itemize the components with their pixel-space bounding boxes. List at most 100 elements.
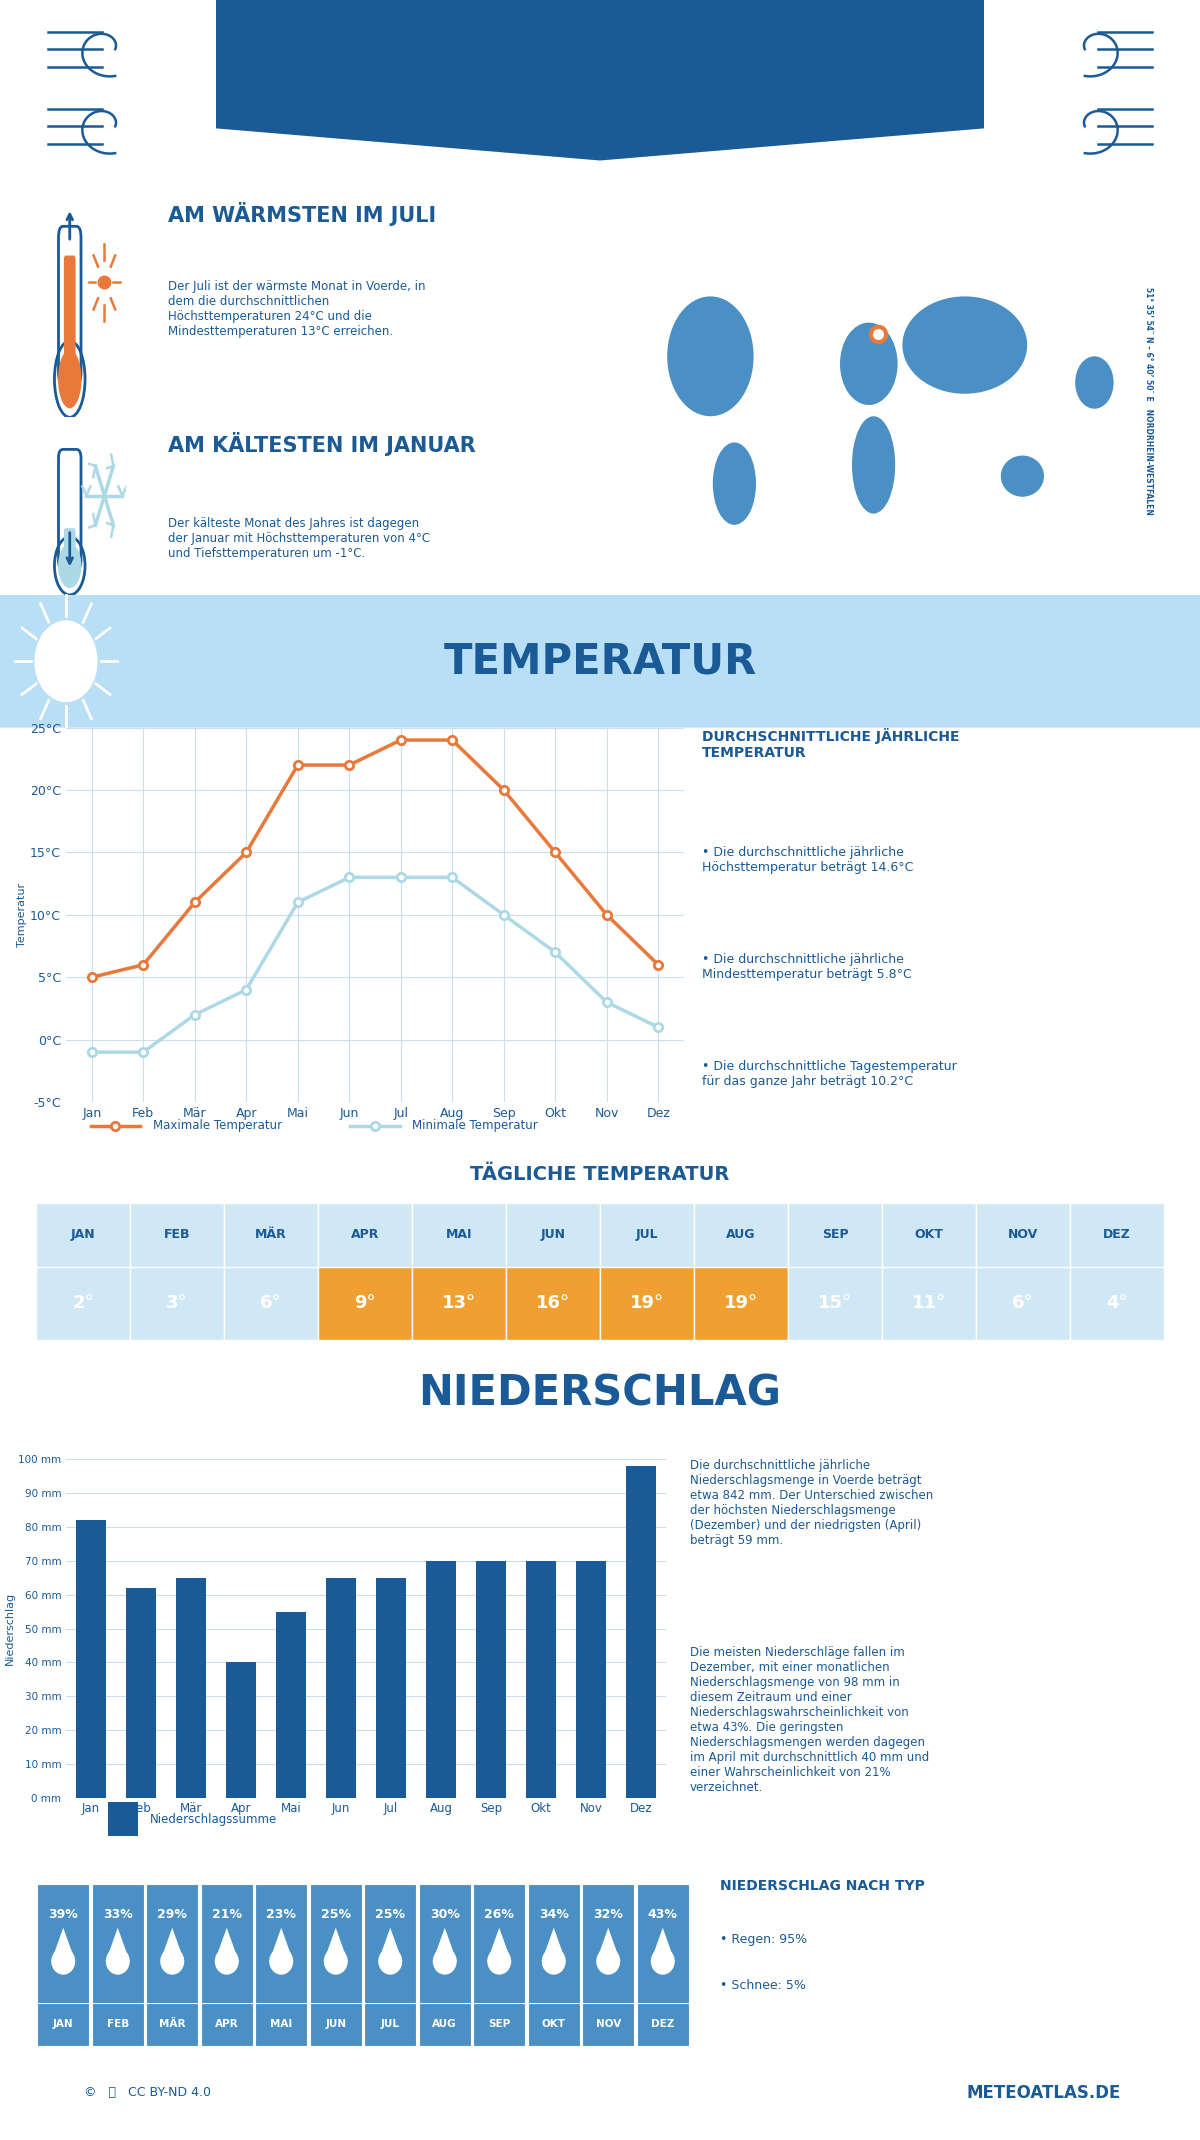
Text: DEZ: DEZ xyxy=(1103,1228,1130,1241)
Bar xyxy=(130,1203,224,1267)
Polygon shape xyxy=(541,1928,565,1960)
Bar xyxy=(788,1203,882,1267)
Text: • Regen: 95%: • Regen: 95% xyxy=(720,1932,808,1945)
Bar xyxy=(694,1267,788,1340)
Text: Die meisten Niederschläge fallen im
Dezember, mit einer monatlichen
Niederschlag: Die meisten Niederschläge fallen im Deze… xyxy=(690,1646,929,1793)
Bar xyxy=(473,2003,526,2046)
Text: 15°: 15° xyxy=(818,1295,852,1312)
Bar xyxy=(419,1885,470,2003)
Text: SEP: SEP xyxy=(822,1228,848,1241)
Bar xyxy=(636,2003,689,2046)
Bar xyxy=(310,2003,362,2046)
Text: 23%: 23% xyxy=(266,1909,296,1922)
Polygon shape xyxy=(433,1928,457,1960)
Bar xyxy=(256,1885,307,2003)
Text: JAN: JAN xyxy=(71,1228,95,1241)
Text: MAI: MAI xyxy=(445,1228,473,1241)
Bar xyxy=(226,1663,256,1798)
Bar xyxy=(224,1267,318,1340)
Text: 6°: 6° xyxy=(1012,1295,1034,1312)
Circle shape xyxy=(487,1947,511,1975)
Text: JAN: JAN xyxy=(53,2020,73,2029)
Bar xyxy=(600,1267,694,1340)
Circle shape xyxy=(650,1947,674,1975)
Bar xyxy=(426,1560,456,1798)
Text: 39%: 39% xyxy=(48,1909,78,1922)
Bar xyxy=(788,1267,882,1340)
Text: 13°: 13° xyxy=(442,1295,476,1312)
Text: • Die durchschnittliche Tagestemperatur
für das ganze Jahr beträgt 10.2°C: • Die durchschnittliche Tagestemperatur … xyxy=(702,1059,956,1087)
Ellipse shape xyxy=(667,295,754,417)
Ellipse shape xyxy=(852,415,895,514)
Text: 2°: 2° xyxy=(72,1295,94,1312)
Text: 16°: 16° xyxy=(536,1295,570,1312)
Bar xyxy=(364,1885,416,2003)
Text: 26%: 26% xyxy=(485,1909,514,1922)
Bar xyxy=(176,1577,206,1798)
Polygon shape xyxy=(487,1928,511,1960)
Text: JUN: JUN xyxy=(540,1228,565,1241)
Bar xyxy=(108,1802,138,1836)
Bar xyxy=(636,1885,689,2003)
Polygon shape xyxy=(52,1928,76,1960)
Text: DURCHSCHNITTLICHE JÄHRLICHE
TEMPERATUR: DURCHSCHNITTLICHE JÄHRLICHE TEMPERATUR xyxy=(702,728,960,760)
Text: DEUTSCHLAND: DEUTSCHLAND xyxy=(536,107,664,124)
Text: Der kälteste Monat des Jahres ist dagegen
der Januar mit Höchsttemperaturen von : Der kälteste Monat des Jahres ist dagege… xyxy=(168,518,430,561)
Text: FEB: FEB xyxy=(107,2020,128,2029)
Polygon shape xyxy=(216,0,984,160)
Text: TÄGLICHE TEMPERATUR: TÄGLICHE TEMPERATUR xyxy=(470,1166,730,1183)
Circle shape xyxy=(596,1947,620,1975)
Polygon shape xyxy=(215,1928,239,1960)
Bar xyxy=(200,2003,253,2046)
Text: SEP: SEP xyxy=(488,2020,510,2029)
Text: 6°: 6° xyxy=(260,1295,282,1312)
Bar xyxy=(326,1577,356,1798)
Ellipse shape xyxy=(1075,357,1114,409)
Bar xyxy=(976,1267,1070,1340)
Circle shape xyxy=(541,1947,565,1975)
Text: NOV: NOV xyxy=(595,2020,620,2029)
Polygon shape xyxy=(106,1928,130,1960)
Bar xyxy=(473,1885,526,2003)
Bar xyxy=(976,1203,1070,1267)
Bar xyxy=(276,1611,306,1798)
Text: TEMPERATUR: TEMPERATUR xyxy=(443,640,757,683)
Text: 19°: 19° xyxy=(724,1295,758,1312)
Circle shape xyxy=(106,1947,130,1975)
Text: 19°: 19° xyxy=(630,1295,664,1312)
Bar xyxy=(256,2003,307,2046)
Bar xyxy=(882,1203,976,1267)
Circle shape xyxy=(433,1947,457,1975)
Bar xyxy=(91,2003,144,2046)
Bar xyxy=(376,1577,406,1798)
Text: NIEDERSCHLAGSWAHRSCHEINLICHKEIT: NIEDERSCHLAGSWAHRSCHEINLICHKEIT xyxy=(209,1853,517,1866)
Ellipse shape xyxy=(1001,456,1044,496)
Text: 25%: 25% xyxy=(320,1909,350,1922)
Text: 51° 35’ 54″ N – 6° 40’ 50″ E   NORDRHEIN-WESTFALEN: 51° 35’ 54″ N – 6° 40’ 50″ E NORDRHEIN-W… xyxy=(1145,287,1153,516)
Bar xyxy=(476,1560,506,1798)
Text: JUN: JUN xyxy=(325,2020,347,2029)
Bar xyxy=(310,1885,362,2003)
Bar xyxy=(76,1519,106,1798)
Bar xyxy=(224,1203,318,1267)
Y-axis label: Niederschlag: Niederschlag xyxy=(5,1592,16,1665)
Text: JUL: JUL xyxy=(636,1228,659,1241)
Bar xyxy=(526,1560,556,1798)
Text: OKT: OKT xyxy=(914,1228,943,1241)
Bar xyxy=(882,1267,976,1340)
Text: 11°: 11° xyxy=(912,1295,946,1312)
Bar xyxy=(36,1203,130,1267)
Text: Die durchschnittliche jährliche
Niederschlagsmenge in Voerde beträgt
etwa 842 mm: Die durchschnittliche jährliche Niedersc… xyxy=(690,1459,934,1547)
Text: 3°: 3° xyxy=(166,1295,188,1312)
Bar xyxy=(506,1267,600,1340)
Text: • Die durchschnittliche jährliche
Mindesttemperatur beträgt 5.8°C: • Die durchschnittliche jährliche Mindes… xyxy=(702,952,912,982)
Bar xyxy=(37,1885,90,2003)
Polygon shape xyxy=(269,1928,293,1960)
Text: VOERDE: VOERDE xyxy=(473,17,727,73)
Polygon shape xyxy=(324,1928,348,1960)
Bar xyxy=(694,1203,788,1267)
Bar xyxy=(130,1267,224,1340)
Text: AM KÄLTESTEN IM JANUAR: AM KÄLTESTEN IM JANUAR xyxy=(168,432,475,456)
Bar xyxy=(600,1203,694,1267)
Polygon shape xyxy=(650,1928,674,1960)
